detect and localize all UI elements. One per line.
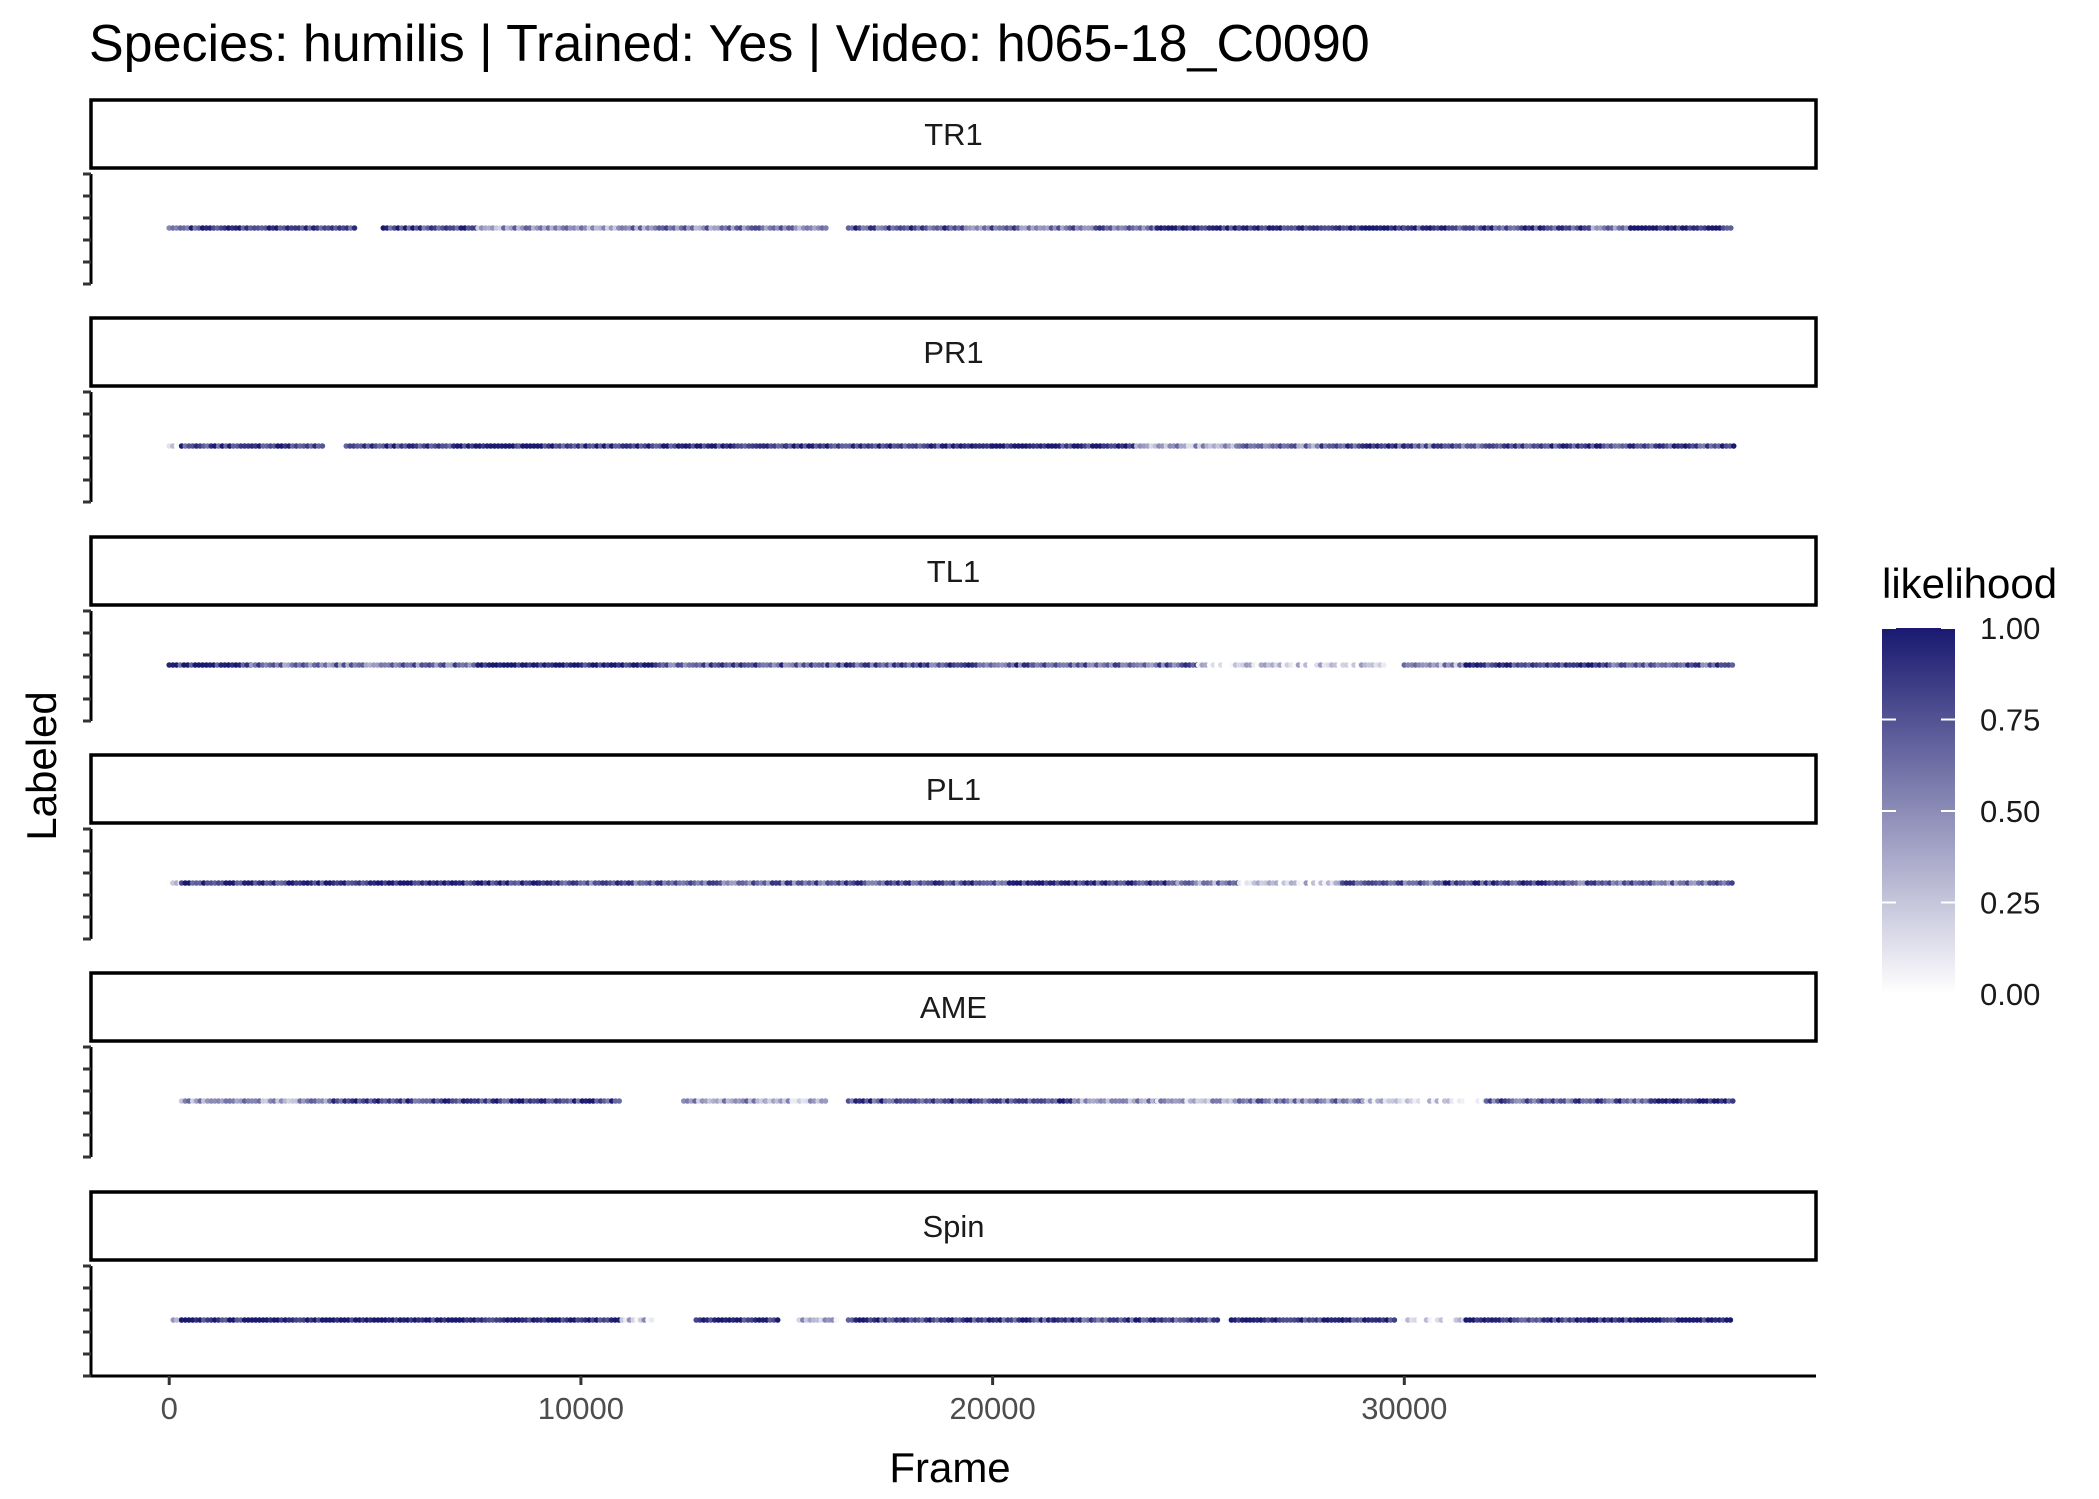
chart-title: Species: humilis | Trained: Yes | Video:… [89, 15, 1370, 73]
facet-strip [89, 535, 1818, 607]
data-point [1730, 443, 1737, 449]
x-tick-label: 30000 [1361, 1391, 1447, 1426]
data-point [1727, 1317, 1734, 1323]
facet-strip-label: Spin [922, 1209, 984, 1244]
facet-strip-label: TL1 [927, 554, 980, 589]
x-tick-label: 20000 [950, 1391, 1036, 1426]
data-point [648, 1317, 655, 1323]
facet-panel-spin: Spin [83, 1190, 1818, 1378]
series-points-tl1 [166, 662, 1736, 668]
data-point [1729, 880, 1735, 886]
legend-label: 0.75 [1980, 703, 2040, 738]
facet-strip [89, 753, 1818, 825]
facet-strip-label: AME [920, 990, 987, 1025]
data-point [1728, 225, 1734, 231]
data-point [1730, 1098, 1736, 1104]
color-legend: likelihood 0.00 0.25 0.50 0.75 1.00 [1882, 560, 2057, 1012]
x-tick-label: 10000 [538, 1391, 624, 1426]
facet-panel-pr1: PR1 [83, 316, 1818, 504]
legend-title: likelihood [1882, 560, 2057, 607]
facet-strip-label: TR1 [924, 117, 983, 152]
facet-panel-pl1: PL1 [83, 753, 1818, 941]
series-points-pl1 [166, 880, 1735, 886]
legend-ticks: 0.00 0.25 0.50 0.75 1.00 [1882, 611, 2040, 1012]
x-axis-title: Frame [889, 1444, 1010, 1491]
data-point [823, 225, 829, 231]
data-point [833, 1317, 839, 1323]
x-axis: 0 10000 20000 30000 [91, 1374, 1816, 1426]
data-point [822, 1098, 829, 1104]
legend-label: 0.50 [1980, 794, 2040, 829]
data-point [1380, 662, 1387, 668]
facet-panel-ame: AME [83, 971, 1818, 1159]
data-point [1214, 1317, 1221, 1323]
data-point [319, 443, 326, 449]
series-points-spin [170, 1317, 1734, 1323]
facet-strip [89, 971, 1818, 1043]
data-point [616, 1098, 622, 1104]
data-point [774, 1317, 781, 1323]
facet-strip [89, 98, 1818, 170]
series-points-pr1 [166, 443, 1737, 449]
data-point [1729, 662, 1736, 668]
legend-label: 1.00 [1980, 611, 2040, 646]
data-point [351, 225, 358, 231]
series-points-ame [178, 1098, 1736, 1104]
facet-strip-label: PL1 [926, 772, 981, 807]
facet-strip [89, 316, 1818, 388]
facet-panels: TR1 PR1 TL1 PL1 AME Spin [83, 98, 1818, 1378]
facet-strip [89, 1190, 1818, 1262]
legend-label: 0.00 [1980, 977, 2040, 1012]
series-points-tr1 [166, 225, 1734, 231]
data-point [1391, 1317, 1398, 1323]
x-tick-label: 0 [161, 1391, 178, 1426]
facet-panel-tl1: TL1 [83, 535, 1818, 723]
y-axis-title: Labeled [18, 691, 65, 840]
facet-strip-label: PR1 [923, 335, 983, 370]
legend-label: 0.25 [1980, 886, 2040, 921]
facet-panel-tr1: TR1 [83, 98, 1818, 286]
